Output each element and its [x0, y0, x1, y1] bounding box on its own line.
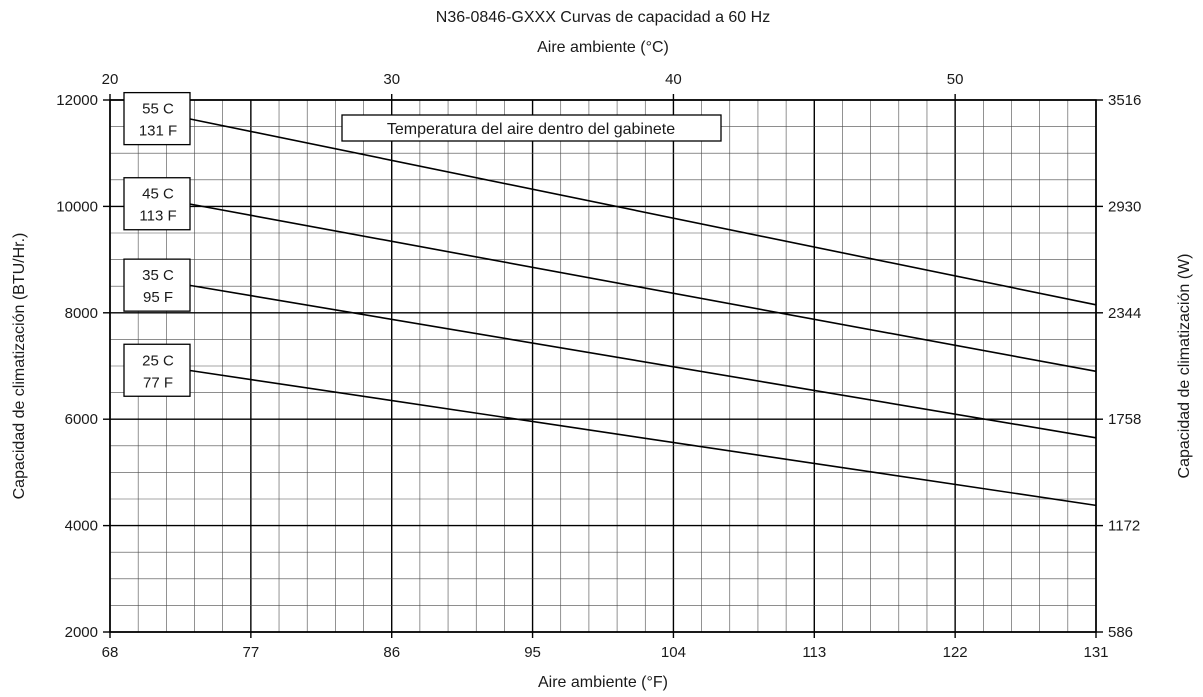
right-tick-label: 1758 [1108, 411, 1141, 428]
series-group [188, 117, 1097, 507]
series-label-fahrenheit: 95 F [143, 289, 173, 306]
x-tick-label: 77 [243, 644, 260, 661]
series-label-celsius: 25 C [142, 352, 174, 369]
x-tick-label: 104 [661, 644, 686, 661]
series-label-box [123, 91, 191, 146]
right-tick-label: 2344 [1108, 305, 1141, 322]
legend-title: Temperatura del aire dentro del gabinete [387, 121, 675, 138]
tick-marks [103, 94, 1103, 638]
top-axis-label: Aire ambiente (°C) [537, 39, 669, 56]
series-label-fahrenheit: 113 F [139, 208, 176, 225]
right-tick-label: 586 [1108, 624, 1133, 641]
plot-frame [109, 99, 1097, 633]
legend: 55 C 131 F 45 C 113 F 35 C 95 F 25 C 77 F Temper… [123, 91, 722, 397]
y-axis-label: Capacidad de climatización (BTU/Hr.) [11, 233, 28, 500]
y-tick-label: 12000 [56, 92, 98, 109]
series-label-celsius: 35 C [142, 267, 174, 284]
x-tick-label: 68 [102, 644, 119, 661]
series-line-3 [188, 369, 1097, 507]
top-tick-label: 20 [102, 71, 119, 88]
series-label-box [123, 177, 191, 231]
series-label-box [123, 343, 191, 397]
chart-title: N36-0846-GXXX Curvas de capacidad a 60 H… [436, 9, 770, 26]
right-tick-label: 3516 [1108, 92, 1141, 109]
series-label-celsius: 45 C [142, 186, 174, 203]
series-label-2: 35 C 95 F [123, 258, 191, 312]
x-tick-label: 86 [383, 644, 400, 661]
y-tick-label: 10000 [56, 198, 98, 215]
series-line-1 [188, 202, 1097, 373]
x-axis-label: Aire ambiente (°F) [538, 674, 668, 691]
legend-title-box [341, 114, 722, 142]
series-label-fahrenheit: 77 F [143, 374, 173, 391]
series-label-1: 45 C 113 F [123, 177, 191, 231]
y-tick-label: 6000 [65, 411, 98, 428]
x-tick-label: 122 [943, 644, 968, 661]
series-line-2 [188, 284, 1097, 439]
series-line-0 [188, 117, 1097, 306]
x-tick-label: 113 [802, 644, 826, 661]
top-tick-label: 40 [665, 71, 682, 88]
top-tick-label: 30 [383, 71, 400, 88]
series-label-fahrenheit: 131 F [139, 123, 177, 140]
series-label-0: 55 C 131 F [123, 91, 191, 146]
series-label-celsius: 55 C [142, 101, 174, 118]
y-tick-label: 2000 [65, 624, 98, 641]
y-tick-label: 8000 [65, 305, 98, 322]
right-axis-label: Capacidad de climatización (W) [1176, 254, 1193, 479]
grid [109, 99, 1097, 633]
tick-labels: 68 77 86 95 104 113 122 131 20 30 40 50 2000 4000 6000… [56, 71, 1141, 661]
x-tick-label: 95 [524, 644, 541, 661]
series-label-box [123, 258, 191, 312]
x-tick-label: 131 [1083, 644, 1108, 661]
right-tick-label: 2930 [1108, 198, 1141, 215]
y-tick-label: 4000 [65, 518, 98, 535]
top-tick-label: 50 [947, 71, 964, 88]
series-label-3: 25 C 77 F [123, 343, 191, 397]
right-tick-label: 1172 [1108, 518, 1140, 535]
legend-title-group: Temperatura del aire dentro del gabinete [341, 114, 722, 142]
